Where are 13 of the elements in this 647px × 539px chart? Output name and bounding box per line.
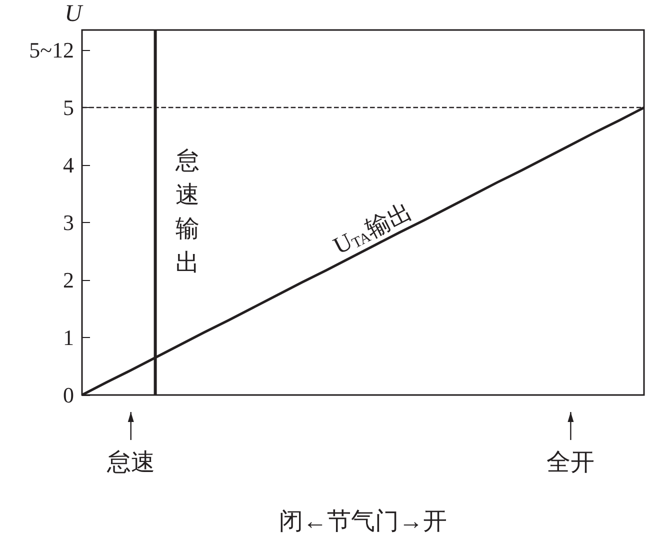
x-tick-label: 怠速 — [106, 449, 155, 476]
y-tick-label: 1 — [63, 325, 74, 350]
y-tick-label: 0 — [63, 382, 74, 408]
series-label: 怠速输出 — [174, 148, 200, 276]
y-axis-title: U — [64, 1, 84, 27]
text: UTA输出 — [330, 198, 416, 260]
x-axis-title: 闭←节气门→开 — [279, 508, 447, 535]
y-tick-label: 5~12 — [29, 38, 74, 63]
y-tick-label: 2 — [63, 268, 74, 293]
y-tick-label: 3 — [63, 210, 74, 236]
y-tick-label: 5 — [63, 95, 74, 120]
x-tick-label: 全开 — [546, 450, 595, 476]
y-tick-label: 4 — [63, 152, 74, 178]
